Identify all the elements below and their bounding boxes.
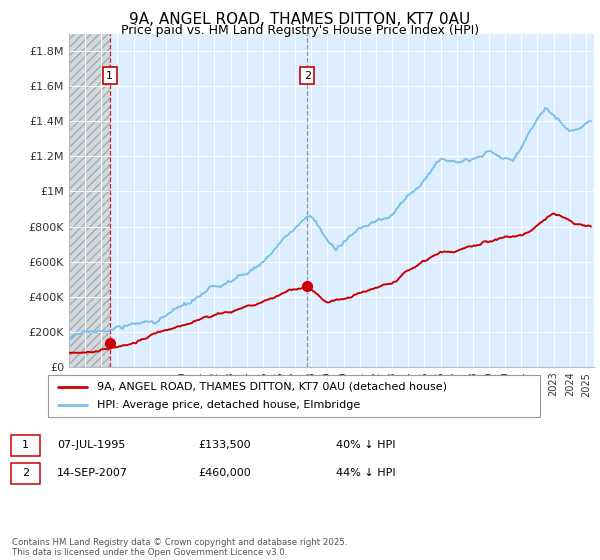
Text: 14-SEP-2007: 14-SEP-2007 xyxy=(57,468,128,478)
Text: Price paid vs. HM Land Registry's House Price Index (HPI): Price paid vs. HM Land Registry's House … xyxy=(121,24,479,36)
Text: 2: 2 xyxy=(304,71,311,81)
Text: 1: 1 xyxy=(22,440,29,450)
Text: 2: 2 xyxy=(22,468,29,478)
Text: 40% ↓ HPI: 40% ↓ HPI xyxy=(336,440,395,450)
Text: 9A, ANGEL ROAD, THAMES DITTON, KT7 0AU: 9A, ANGEL ROAD, THAMES DITTON, KT7 0AU xyxy=(130,12,470,27)
Text: HPI: Average price, detached house, Elmbridge: HPI: Average price, detached house, Elmb… xyxy=(97,400,361,410)
Bar xyxy=(69,34,110,367)
Text: £133,500: £133,500 xyxy=(198,440,251,450)
Text: 9A, ANGEL ROAD, THAMES DITTON, KT7 0AU (detached house): 9A, ANGEL ROAD, THAMES DITTON, KT7 0AU (… xyxy=(97,382,447,392)
Text: 44% ↓ HPI: 44% ↓ HPI xyxy=(336,468,395,478)
Text: 07-JUL-1995: 07-JUL-1995 xyxy=(57,440,125,450)
FancyBboxPatch shape xyxy=(48,375,540,417)
Bar xyxy=(69,34,110,367)
Text: Contains HM Land Registry data © Crown copyright and database right 2025.
This d: Contains HM Land Registry data © Crown c… xyxy=(12,538,347,557)
Text: £460,000: £460,000 xyxy=(198,468,251,478)
Text: 1: 1 xyxy=(106,71,113,81)
